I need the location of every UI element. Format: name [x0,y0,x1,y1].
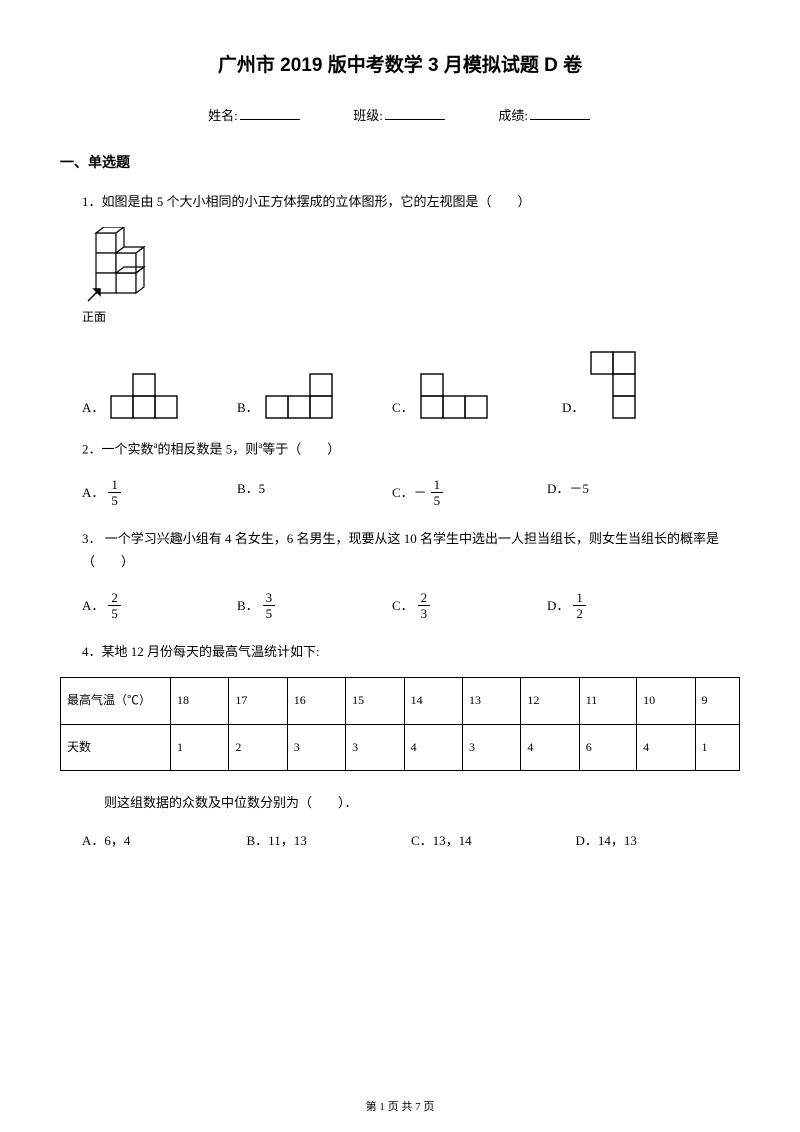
class-blank [385,119,445,120]
table-cell: 12 [521,678,579,725]
q1-optA-shape [108,373,180,419]
page-title: 广州市 2019 版中考数学 3 月模拟试题 D 卷 [60,50,740,77]
table-cell: 16 [287,678,345,725]
q2-optA-label: A． [82,481,104,504]
name-blank [240,119,300,120]
table-cell: 3 [287,724,345,771]
q2-optC-frac: 15 [431,477,444,509]
q3-options: A． 25 B． 35 C． 23 D． 12 [82,590,740,622]
table-cell: 4 [521,724,579,771]
q2-text: 2．一个实数a的相反数是 5，则a等于（ ） [82,437,740,461]
table-cell: 15 [346,678,404,725]
table-cell: 14 [404,678,462,725]
table-cell: 6 [579,724,636,771]
table-cell: 3 [462,724,520,771]
q3-optC-label: C． [392,594,414,617]
q4-optB: B．11，13 [247,829,412,852]
q3-optA-label: A． [82,594,104,617]
q2-options: A． 15 B．5 C．－ 15 D．－5 [82,477,740,509]
q1-optC-label: C． [392,396,414,419]
q4-optA: A．6，4 [82,829,247,852]
table-cell: 最高气温（℃） [61,678,171,725]
q4-optC: C．13，14 [411,829,576,852]
q4-table: 最高气温（℃） 18 17 16 15 14 13 12 11 10 9 天数 … [60,677,740,771]
page-footer: 第 1 页 共 7 页 [0,1098,800,1114]
q1-optA-label: A． [82,396,104,419]
table-cell: 10 [637,678,695,725]
question-2: 2．一个实数a的相反数是 5，则a等于（ ） A． 15 B．5 C．－ 15 … [60,437,740,509]
table-row: 天数 1 2 3 3 4 3 4 6 4 1 [61,724,740,771]
q1-optB-label: B． [237,396,259,419]
q1-text: 1．如图是由 5 个大小相同的小正方体摆成的立体图形，它的左视图是（ ） [82,190,740,213]
q3-optC-frac: 23 [418,590,431,622]
q1-figure: 正面 [82,227,740,329]
question-1: 1．如图是由 5 个大小相同的小正方体摆成的立体图形，它的左视图是（ ） [60,190,740,419]
q3-optB-label: B． [237,594,259,617]
score-label: 成绩: [498,108,528,123]
table-row: 最高气温（℃） 18 17 16 15 14 13 12 11 10 9 [61,678,740,725]
q1-optD-label: D． [562,396,584,419]
table-cell: 18 [171,678,229,725]
name-label: 姓名: [208,108,238,123]
table-cell: 2 [229,724,287,771]
student-info-line: 姓名: 班级: 成绩: [60,105,740,124]
class-label: 班级: [353,108,383,123]
q3-optA-frac: 25 [108,590,121,622]
question-3: 3． 一个学习兴趣小组有 4 名女生，6 名男生，现要从这 10 名学生中选出一… [60,527,740,622]
q1-front-label: 正面 [82,307,740,329]
question-4: 4．某地 12 月份每天的最高气温统计如下: 最高气温（℃） 18 17 16 … [60,640,740,852]
table-cell: 17 [229,678,287,725]
q3-optB-frac: 35 [263,590,276,622]
q2-optC-label: C．－ [392,481,427,504]
table-cell: 4 [404,724,462,771]
table-cell: 1 [171,724,229,771]
q4-options: A．6，4 B．11，13 C．13，14 D．14，13 [60,829,740,852]
table-cell: 9 [695,678,740,725]
table-cell: 天数 [61,724,171,771]
q3-text: 3． 一个学习兴趣小组有 4 名女生，6 名男生，现要从这 10 名学生中选出一… [82,527,740,574]
section-1-title: 一、单选题 [60,152,740,172]
q4-text2: 则这组数据的众数及中位数分别为（ ）． [60,791,740,814]
q2-optB: B．5 [237,477,392,509]
q4-optD: D．14，13 [576,829,741,852]
table-cell: 4 [637,724,695,771]
score-blank [530,119,590,120]
q3-optD-label: D． [547,594,569,617]
q1-optB-shape [263,373,335,419]
table-cell: 11 [579,678,636,725]
q1-optC-shape [418,373,490,419]
q2-optA-frac: 15 [108,477,121,509]
table-cell: 13 [462,678,520,725]
table-cell: 1 [695,724,740,771]
q1-options: A． B． [82,351,740,419]
q2-optD: D．－5 [547,477,702,509]
q3-optD-frac: 12 [573,590,586,622]
table-cell: 3 [346,724,404,771]
q4-text: 4．某地 12 月份每天的最高气温统计如下: [60,640,740,663]
q1-optD-shape [588,351,638,419]
